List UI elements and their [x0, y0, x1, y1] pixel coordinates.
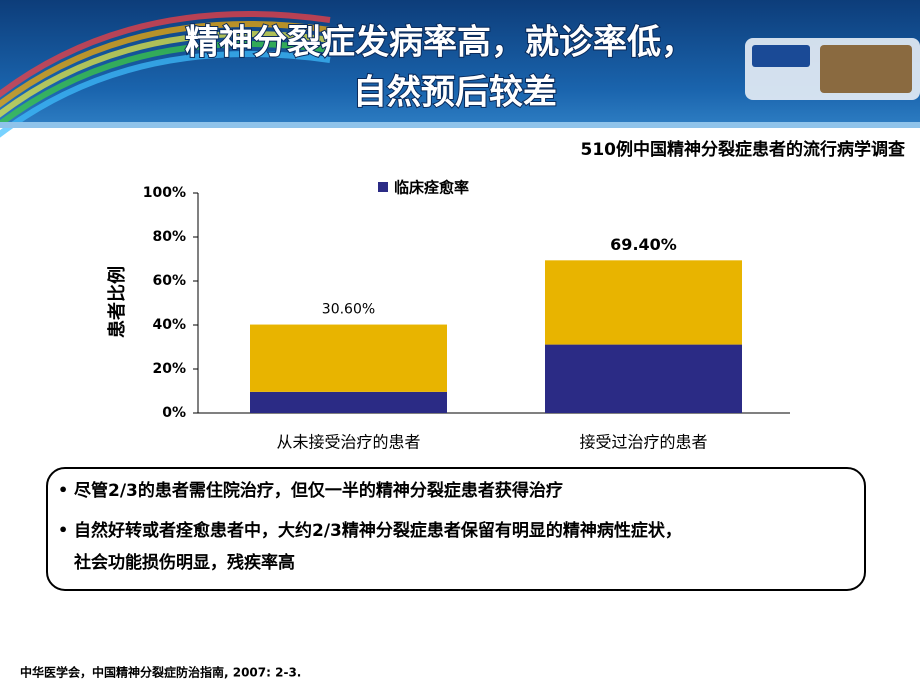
x-tick-label: 从未接受治疗的患者 — [276, 433, 420, 452]
bar-segment — [250, 391, 447, 413]
y-tick-label: 20% — [152, 361, 186, 377]
y-tick-label: 60% — [152, 273, 186, 289]
y-axis-label: 患者比例 — [106, 266, 128, 338]
chart-subtitle: 510例中国精神分裂症患者的流行病学调查 — [581, 139, 906, 160]
top-label: 69.40% — [610, 235, 677, 254]
title-line: 自然预后较差 — [353, 73, 557, 113]
title: 精神分裂症发病率高，就诊率低， 自然预后较差 — [184, 22, 696, 114]
title-line: 精神分裂症发病率高，就诊率低， — [185, 23, 695, 63]
bar-segment — [545, 260, 742, 345]
x-tick-label: 接受过治疗的患者 — [579, 433, 707, 452]
y-tick-label: 0% — [162, 405, 186, 421]
banner-edge — [0, 122, 920, 128]
logo-mark — [752, 45, 810, 67]
rainbow — [0, 11, 331, 138]
top-label: 30.60% — [322, 302, 375, 318]
bullet-mark: • — [58, 521, 68, 540]
bullet-text: 自然好转或者痊愈患者中，大约2/3精神分裂症患者保留有明显的精神病性症状， — [74, 520, 682, 541]
bullet-text: 尽管2/3的患者需住院治疗，但仅一半的精神分裂症患者获得治疗 — [74, 480, 563, 501]
bar-segment — [545, 344, 742, 413]
bar-segment — [250, 324, 447, 392]
bullet-mark: • — [58, 481, 68, 500]
y-tick-label: 40% — [152, 317, 186, 333]
footnote: 中华医学会，中国精神分裂症防治指南, 2007: 2-3. — [20, 665, 301, 680]
bullet-text: 社会功能损伤明显，残疾率高 — [73, 552, 295, 573]
notes-box — [46, 467, 866, 591]
y-tick-label: 100% — [143, 185, 186, 201]
logo-photo — [820, 45, 912, 93]
legend-swatch — [378, 182, 388, 192]
y-tick-label: 80% — [152, 229, 186, 245]
legend-label: 临床痊愈率 — [394, 179, 469, 197]
